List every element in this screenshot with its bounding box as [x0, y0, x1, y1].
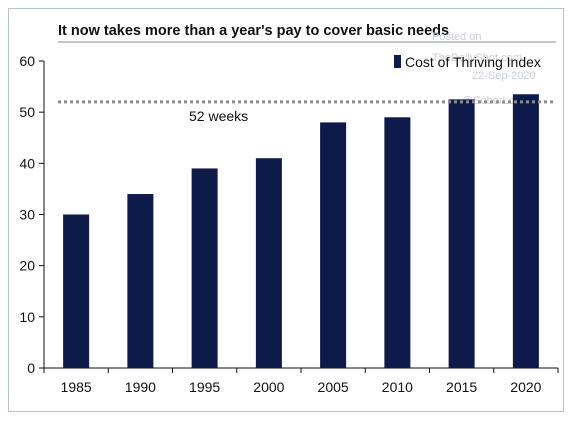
y-tick-label: 10 [19, 309, 35, 325]
bar-1995 [191, 168, 218, 368]
bars [63, 94, 539, 369]
bar-2020 [512, 94, 539, 368]
y-tick-label: 0 [27, 360, 35, 376]
legend-label: Cost of Thriving Index [405, 54, 541, 70]
x-tick-label: 1985 [61, 379, 92, 395]
watermark-line: 22-Sep-2020 [472, 70, 536, 82]
y-tick-label: 60 [19, 53, 35, 69]
x-tick-label: 2005 [318, 379, 349, 395]
legend: Cost of Thriving Index [394, 54, 541, 70]
y-tick-label: 50 [19, 104, 35, 120]
x-tick-label: 1995 [189, 379, 220, 395]
chart-title: It now takes more than a year's pay to c… [58, 23, 449, 39]
x-tick-label: 2015 [446, 379, 477, 395]
reference-line-label: 52 weeks [189, 108, 248, 124]
y-axis: 0 10 20 30 40 50 60 [19, 53, 45, 376]
x-axis: 1985 1990 1995 2000 2005 2010 2015 2020 [43, 367, 559, 395]
watermark-line: @SoberLook [462, 95, 527, 107]
bar-1985 [63, 214, 90, 368]
y-tick-label: 20 [19, 258, 35, 274]
y-tick-label: 30 [19, 207, 35, 223]
y-tick-label: 40 [19, 155, 35, 171]
x-tick-label: 2020 [510, 379, 541, 395]
x-tick-label: 1990 [125, 379, 156, 395]
watermark: Posted on TheDailyShot.com 22-Sep-2020 @… [432, 31, 536, 107]
x-tick-label: 2000 [253, 379, 284, 395]
bar-2000 [255, 158, 282, 368]
watermark-line: Posted on [432, 31, 482, 43]
bar-2010 [384, 117, 411, 369]
reference-line-group: 52 weeks [58, 100, 556, 124]
x-tick-label: 2010 [382, 379, 413, 395]
bar-2005 [320, 122, 347, 369]
bar-1990 [127, 194, 154, 368]
bar-2015 [448, 99, 475, 368]
watermark-line: TheDailyShot.com [432, 52, 522, 64]
legend-swatch [394, 55, 401, 68]
